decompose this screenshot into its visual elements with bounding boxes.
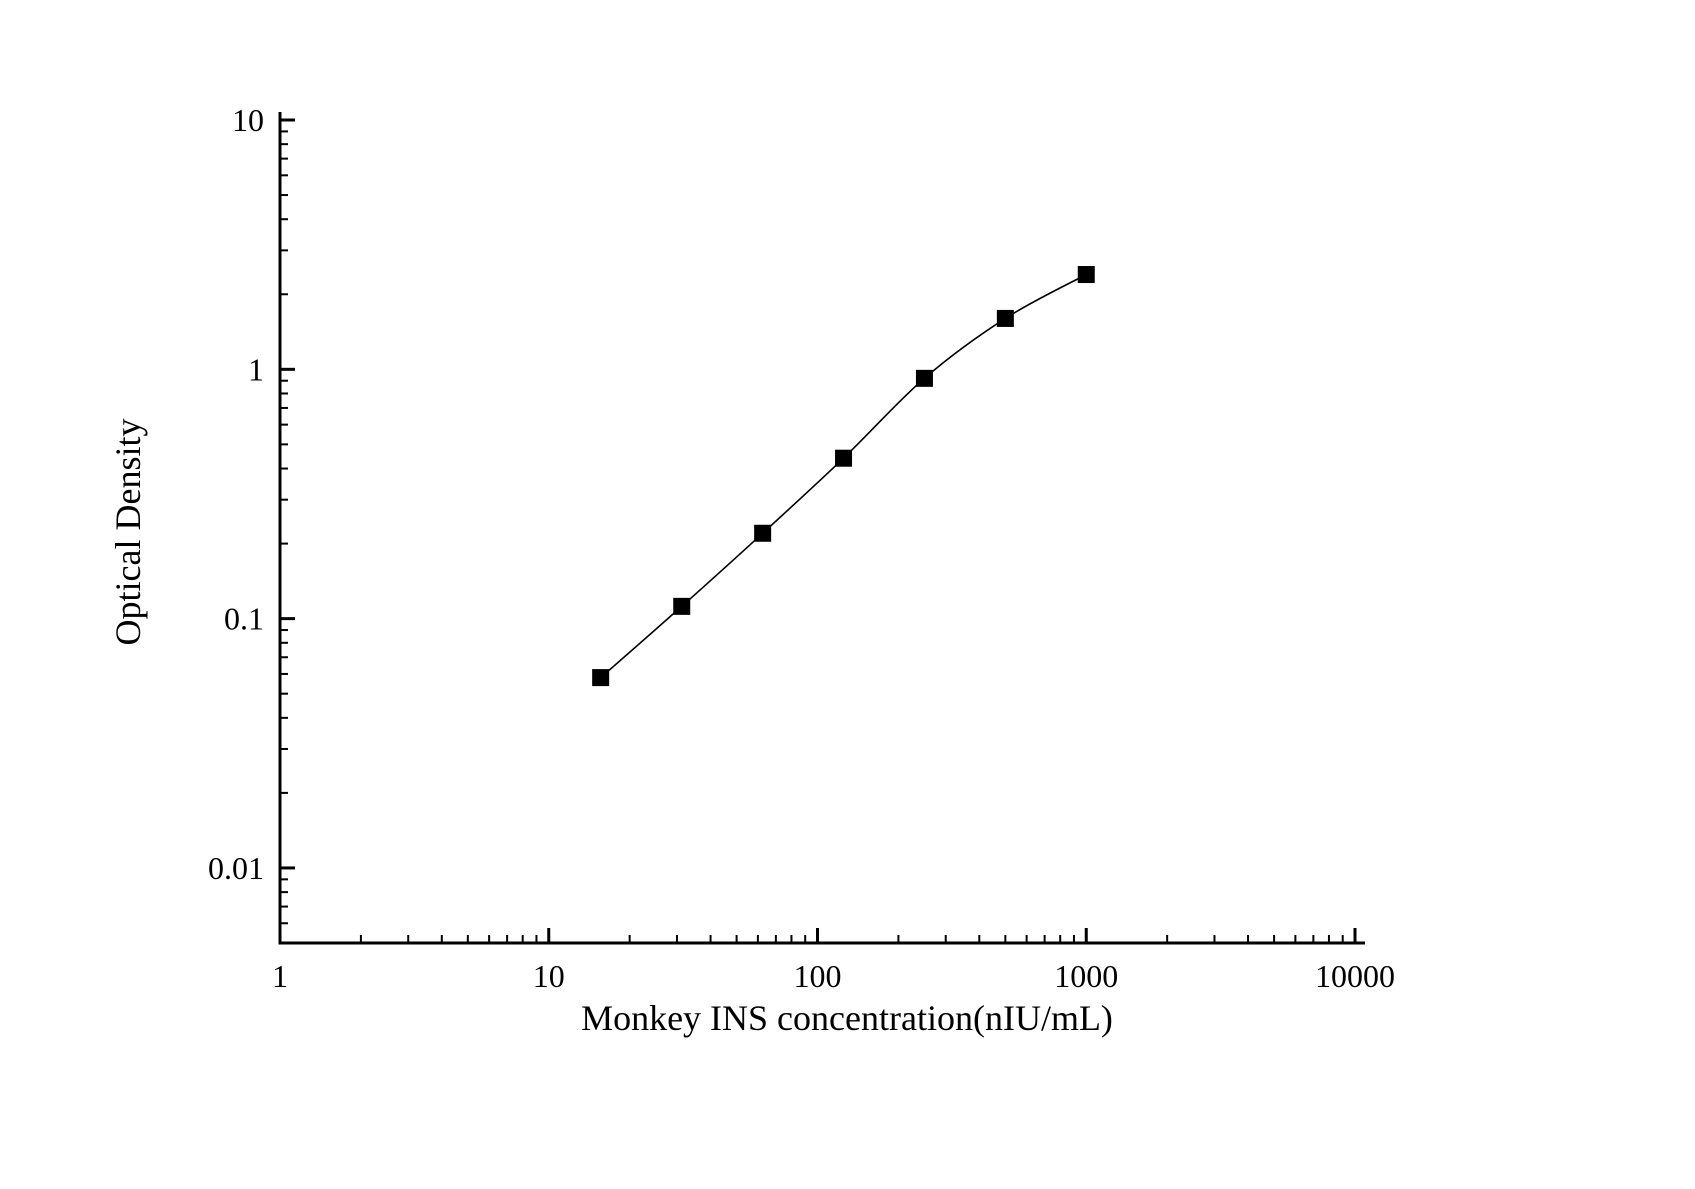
data-point-marker: [915, 369, 933, 387]
y-tick-label: 1: [248, 351, 264, 387]
y-tick-label: 10: [232, 102, 264, 138]
axes-layer: 1 10 100 1000 10000 0.01 0.1 1 10: [208, 102, 1395, 994]
data-point-marker: [673, 597, 691, 615]
data-point-marker: [996, 309, 1014, 327]
data-point-marker: [592, 669, 610, 687]
x-tick-label: 10000: [1315, 958, 1395, 994]
series-line: [600, 273, 1087, 679]
x-axis-label: Monkey INS concentration(nIU/mL): [581, 998, 1113, 1038]
data-point-marker: [835, 449, 853, 467]
series-layer: [592, 266, 1095, 687]
y-tick-label: 0.1: [224, 601, 264, 637]
y-tick-label: 0.01: [208, 850, 264, 886]
x-tick-label: 100: [794, 958, 842, 994]
x-tick-label: 1000: [1054, 958, 1118, 994]
data-point-marker: [754, 524, 772, 542]
x-tick-label: 1: [272, 958, 288, 994]
y-axis-label: Optical Density: [108, 419, 148, 646]
data-point-marker: [1077, 266, 1095, 284]
x-tick-label: 10: [533, 958, 565, 994]
